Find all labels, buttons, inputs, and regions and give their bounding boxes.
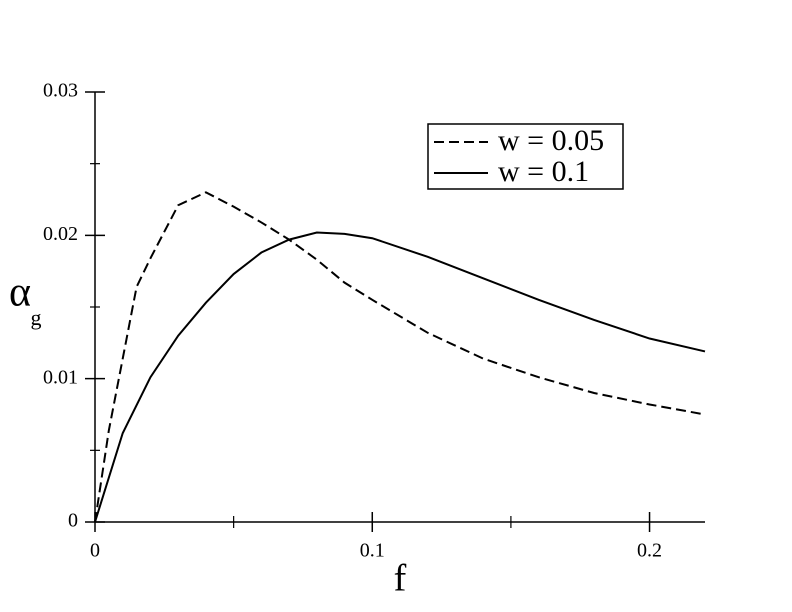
legend-box xyxy=(427,123,624,190)
y-tick-label: 0.01 xyxy=(43,366,78,388)
series-line xyxy=(94,231,706,523)
x-tick-label: 0 xyxy=(90,540,100,562)
series-line xyxy=(94,191,706,523)
x-axis-label: f xyxy=(394,558,407,600)
y-tick-label: 0.03 xyxy=(43,80,78,102)
y-axis-label: α xyxy=(9,270,31,316)
x-tick-label: 0.2 xyxy=(637,540,662,562)
y-tick-label: 0.02 xyxy=(43,223,78,245)
y-axis-label-subscript: g xyxy=(31,305,42,330)
x-tick-label: 0.1 xyxy=(360,540,385,562)
legend-label: w = 0.05 xyxy=(498,124,604,157)
y-tick-label: 0 xyxy=(68,510,78,532)
legend-label: w = 0.1 xyxy=(498,155,589,188)
